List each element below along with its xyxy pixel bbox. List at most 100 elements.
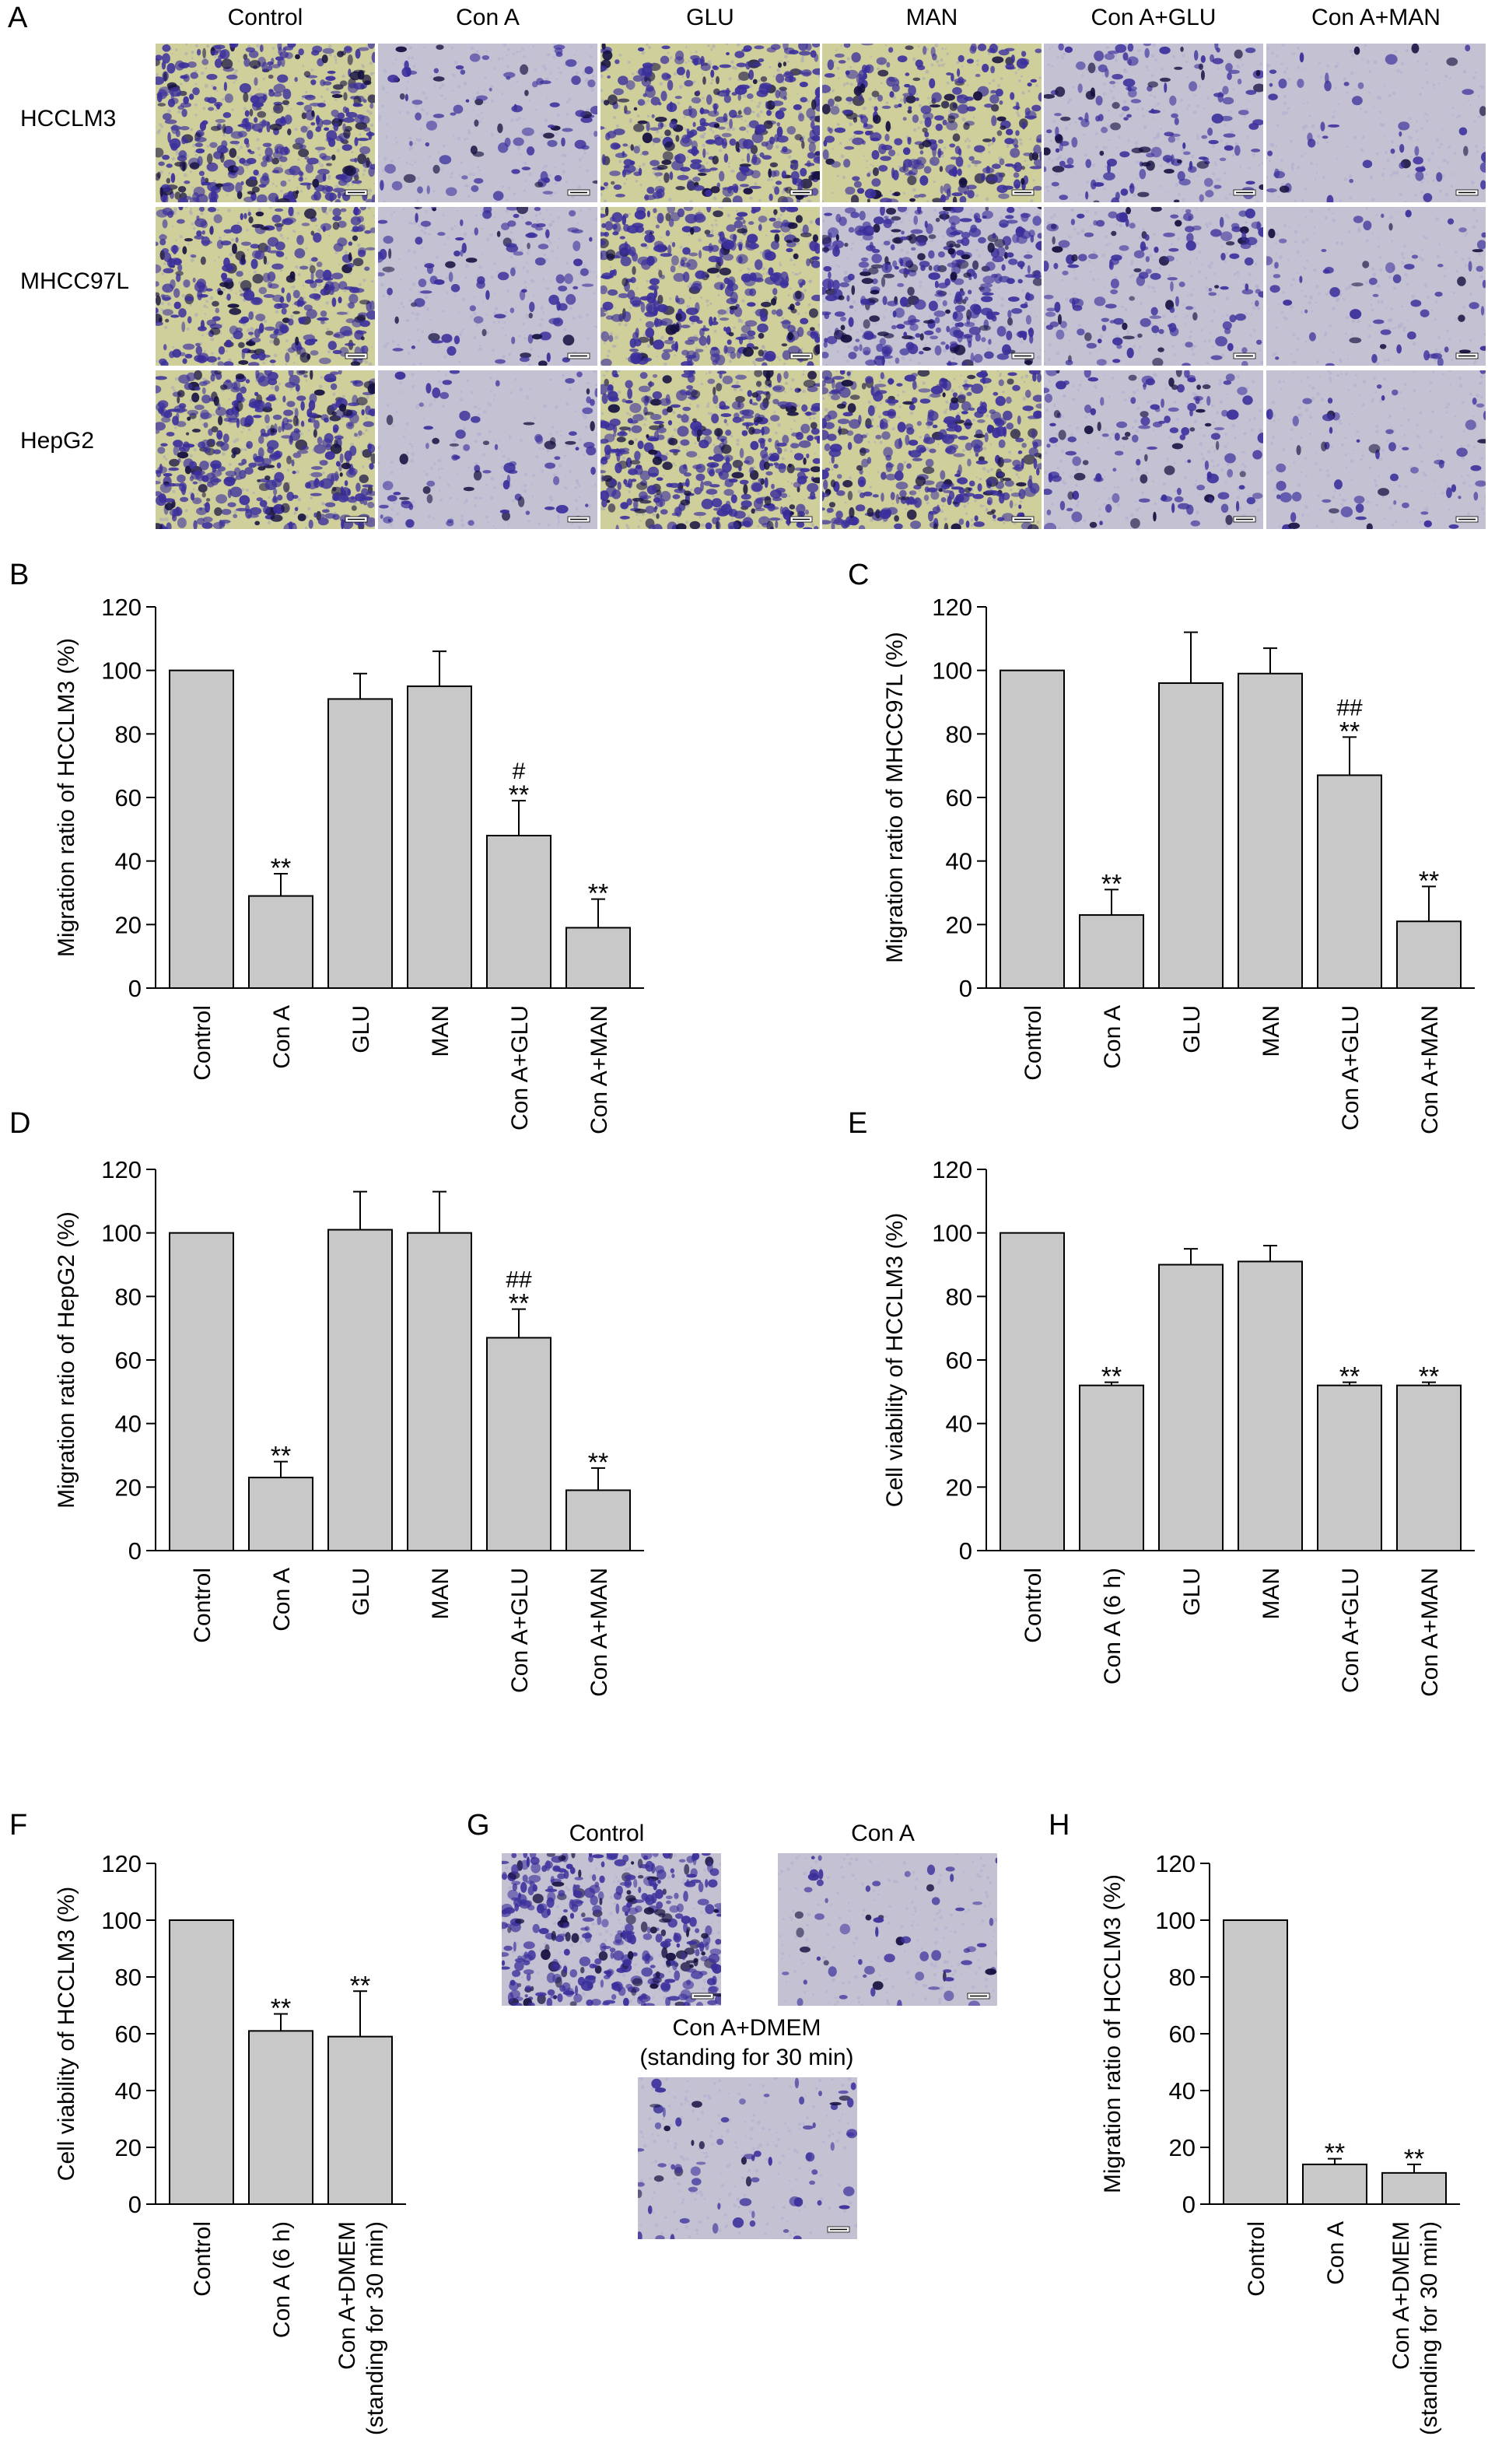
panel-letter-a: A xyxy=(8,2,28,34)
bar xyxy=(1079,1384,1144,1551)
panel-e-plot: 0 20 40 60 80 100 120 Cell viability of HCCLM3 … xyxy=(882,1156,1475,1697)
x-tick-label: Control xyxy=(1021,1005,1046,1081)
micrograph-hepg2-con-a xyxy=(378,370,597,529)
y-tick-label: 120 xyxy=(101,1156,142,1183)
y-tick-label: 0 xyxy=(959,975,972,1002)
y-tick-label: 120 xyxy=(1155,1850,1196,1877)
column-header-con-a-man: Con A+MAN xyxy=(1311,5,1441,30)
significance-label: ** xyxy=(350,1971,370,2000)
significance-label: ## xyxy=(506,1267,532,1293)
bar xyxy=(248,895,313,990)
y-tick-label: 120 xyxy=(101,594,142,621)
bar xyxy=(169,1919,234,2205)
significance-label: ** xyxy=(509,780,529,810)
y-tick-label: 40 xyxy=(115,1411,142,1438)
column-header-glu: GLU xyxy=(686,5,734,30)
x-tick-label: Control xyxy=(1021,1568,1046,1643)
x-tick-label: (standing for 30 min) xyxy=(362,2221,388,2435)
y-tick-label: 80 xyxy=(115,1964,142,1991)
significance-label: ** xyxy=(1339,717,1360,746)
bar xyxy=(407,685,472,989)
panel-letter-f: F xyxy=(9,1809,28,1842)
bar xyxy=(1000,669,1065,990)
micrograph-g-control xyxy=(502,1853,721,2006)
y-tick-label: 0 xyxy=(128,2191,142,2218)
panel-letter-b: B xyxy=(9,559,30,591)
bar xyxy=(407,1232,472,1551)
y-tick-label: 100 xyxy=(1155,1907,1196,1934)
x-tick-label: MAN xyxy=(1259,1005,1284,1057)
x-tick-label: Con A xyxy=(1100,1005,1126,1069)
micrograph-mhcc97l-control xyxy=(156,207,375,366)
significance-label: ** xyxy=(271,1442,291,1471)
y-tick-label: 80 xyxy=(115,720,142,748)
significance-label: ** xyxy=(271,1993,291,2023)
significance-label: ** xyxy=(1404,2144,1424,2174)
y-tick-label: 80 xyxy=(946,720,972,748)
panel-g-label-control: Control xyxy=(569,1821,645,1846)
row-header-hcclm3: HCCLM3 xyxy=(20,106,117,131)
significance-label: ## xyxy=(1336,695,1363,720)
y-tick-label: 20 xyxy=(946,911,972,938)
y-tick-label: 80 xyxy=(946,1283,972,1310)
micrograph-g-con-a xyxy=(778,1853,997,2006)
micrograph-hcclm3-glu xyxy=(600,44,820,202)
bar xyxy=(565,927,631,989)
x-tick-label: Con A xyxy=(269,1568,295,1632)
y-tick-label: 100 xyxy=(101,1220,142,1247)
panel-g-label-con-a-dmem: Con A+DMEM (standing for 30 min) xyxy=(639,2015,854,2070)
x-tick-label: Con A xyxy=(269,1005,295,1069)
x-tick-label: Con A+GLU xyxy=(1338,1568,1364,1693)
y-tick-label: 120 xyxy=(932,1156,972,1183)
x-tick-label: Con A+DMEM xyxy=(334,2221,360,2370)
y-tick-label: 120 xyxy=(101,1850,142,1877)
micrograph-hcclm3-con-a-man xyxy=(1266,44,1486,202)
micrograph-hepg2-glu xyxy=(600,370,820,529)
y-tick-label: 100 xyxy=(932,657,972,685)
x-tick-label: Control xyxy=(1244,2221,1269,2297)
y-axis-label: Cell viability of HCCLM3 (%) xyxy=(882,1213,908,1507)
y-axis-label: Migration ratio of HCCLM3 (%) xyxy=(54,638,79,957)
bar xyxy=(1317,774,1382,990)
x-tick-label: GLU xyxy=(348,1568,374,1616)
bar xyxy=(1396,920,1462,989)
x-tick-label: Con A xyxy=(1323,2221,1349,2285)
x-tick-label: Con A+DMEM xyxy=(1388,2221,1414,2370)
x-tick-label: Con A+MAN xyxy=(586,1568,612,1697)
x-tick-label: MAN xyxy=(428,1005,453,1057)
bar xyxy=(248,1477,313,1552)
micrograph-hepg2-con-a-glu xyxy=(1044,370,1263,529)
panel-g-label-con-a: Con A xyxy=(851,1821,915,1846)
micrograph-hepg2-con-a-man xyxy=(1266,370,1486,529)
bar xyxy=(1223,1919,1288,2205)
y-tick-label: 20 xyxy=(115,2134,142,2161)
panel-letter-e: E xyxy=(848,1107,868,1140)
y-tick-label: 60 xyxy=(115,1347,142,1374)
bar xyxy=(1158,682,1224,989)
significance-label: # xyxy=(513,759,526,784)
significance-label: ** xyxy=(1419,866,1439,896)
bar xyxy=(327,698,393,990)
panel-h-plot: 0 20 40 60 80 100 120 Migration ratio of HCCLM3… xyxy=(1100,1850,1460,2435)
x-tick-label: GLU xyxy=(348,1005,374,1053)
bar xyxy=(169,669,234,990)
micrograph-hcclm3-man xyxy=(822,44,1042,202)
x-tick-label: MAN xyxy=(1259,1568,1284,1620)
panel-letter-d: D xyxy=(9,1107,31,1140)
x-tick-label: Con A+MAN xyxy=(1417,1005,1443,1134)
micrograph-mhcc97l-con-a-man xyxy=(1266,207,1486,366)
y-tick-label: 40 xyxy=(115,2077,142,2105)
y-tick-label: 20 xyxy=(946,1474,972,1501)
y-axis-label: Migration ratio of MHCC97L (%) xyxy=(882,632,908,963)
x-tick-label: Control xyxy=(190,2221,215,2297)
x-tick-label: Con A+GLU xyxy=(507,1005,533,1130)
bar xyxy=(169,1232,234,1551)
panel-c-plot: 0 20 40 60 80 100 120 Migration ratio of MHCC97… xyxy=(882,594,1475,1134)
bar xyxy=(1079,914,1144,990)
micrograph-mhcc97l-con-a xyxy=(378,207,597,366)
y-tick-label: 20 xyxy=(1169,2134,1196,2161)
micrograph-hcclm3-con-a-glu xyxy=(1044,44,1263,202)
micrograph-hepg2-control xyxy=(156,370,375,529)
bar xyxy=(327,2035,393,2205)
bar xyxy=(565,1489,631,1551)
